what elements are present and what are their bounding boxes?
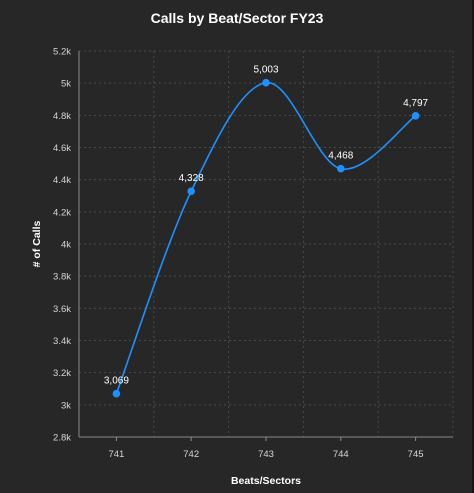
y-tick-label: 3.4k bbox=[53, 336, 71, 347]
data-point bbox=[411, 112, 420, 120]
y-tick-label: 3.2k bbox=[53, 368, 71, 379]
y-tick-label: 5.2k bbox=[53, 47, 71, 58]
y-tick-label: 3k bbox=[61, 400, 71, 411]
x-tick-label: 744 bbox=[333, 449, 349, 460]
chart-title: Calls by Beat/Sector FY23 bbox=[150, 10, 324, 26]
y-tick-label: 4.8k bbox=[53, 111, 71, 122]
y-tick-label: 5k bbox=[61, 79, 71, 90]
y-axis-title: # of Calls bbox=[31, 221, 43, 268]
y-tick-label: 3.8k bbox=[53, 272, 71, 283]
data-label: 5,003 bbox=[253, 65, 278, 76]
y-tick-label: 4.4k bbox=[53, 175, 71, 186]
y-tick-label: 3.6k bbox=[53, 304, 71, 315]
y-tick-label: 4.6k bbox=[53, 143, 71, 154]
data-label: 4,468 bbox=[328, 151, 353, 162]
y-tick-label: 4.2k bbox=[53, 207, 71, 218]
x-tick-label: 742 bbox=[183, 449, 199, 460]
data-label: 4,328 bbox=[179, 173, 204, 184]
data-point bbox=[187, 187, 195, 196]
x-tick-label: 743 bbox=[258, 449, 274, 460]
x-tick-label: 741 bbox=[108, 449, 124, 460]
data-label: 3,069 bbox=[104, 376, 129, 387]
series-line bbox=[115, 81, 417, 395]
data-point bbox=[112, 389, 121, 398]
data-point bbox=[337, 164, 345, 173]
x-tick-label: 745 bbox=[408, 449, 424, 460]
data-label: 4,797 bbox=[403, 98, 428, 109]
y-tick-label: 2.8k bbox=[53, 433, 71, 444]
data-point bbox=[262, 78, 270, 87]
y-tick-label: 4k bbox=[61, 240, 71, 251]
x-axis-title: Beats/Sectors bbox=[231, 475, 301, 487]
